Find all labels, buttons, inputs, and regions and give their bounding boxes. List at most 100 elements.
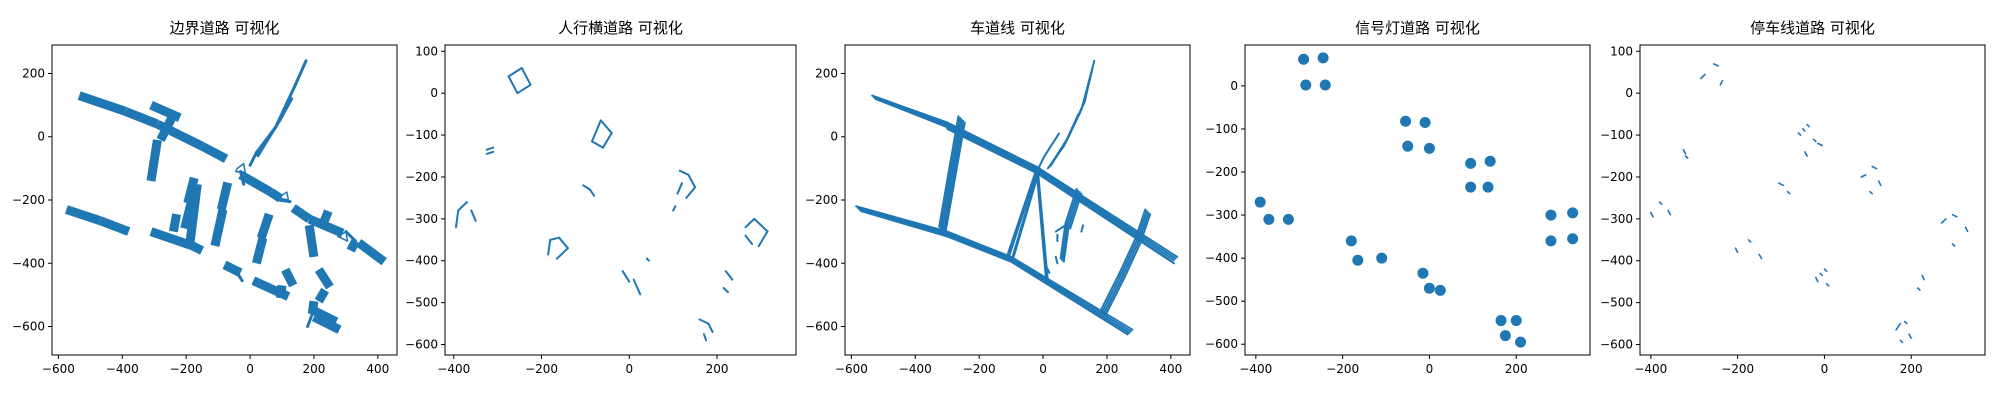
data-point <box>1263 213 1275 225</box>
chart-title: 人行横道路 可视化 <box>558 19 683 37</box>
plot-area <box>1254 52 1579 348</box>
road-segment <box>1801 128 1806 132</box>
y-tick-label: −200 <box>1600 170 1633 184</box>
road-segment <box>1682 148 1687 155</box>
road-segment <box>698 318 710 325</box>
road-segment <box>1823 268 1828 272</box>
road-segment <box>1825 283 1830 287</box>
x-tick-label: 0 <box>1426 362 1434 376</box>
road-segment <box>1804 151 1808 157</box>
road-segment <box>872 96 949 126</box>
road-segment <box>944 121 966 233</box>
data-point <box>1515 336 1527 348</box>
road-segment <box>1871 165 1878 170</box>
road-segment <box>1006 170 1038 262</box>
y-tick-label: −300 <box>1600 212 1633 226</box>
road-segment <box>1964 226 1969 233</box>
road-segment <box>239 170 246 186</box>
road-segment <box>1005 172 1037 260</box>
road-segment <box>678 169 690 176</box>
road-segment <box>744 217 756 229</box>
road-segment <box>555 247 569 260</box>
road-segment <box>1062 113 1080 148</box>
road-segment <box>455 209 460 229</box>
road-segment <box>1080 72 1092 111</box>
y-tick-label: −100 <box>405 128 438 142</box>
road-segment <box>645 257 650 262</box>
road-segment <box>1700 73 1706 80</box>
road-segment <box>1806 123 1810 128</box>
road-segment <box>1121 240 1140 277</box>
road-segment <box>1903 320 1908 325</box>
road-segment <box>293 59 308 88</box>
x-tick-label: −200 <box>170 362 203 376</box>
road-segment <box>558 236 569 250</box>
road-segment <box>1860 174 1867 178</box>
road-segment <box>871 94 949 124</box>
y-tick-label: −100 <box>1600 128 1633 142</box>
road-segment <box>1137 211 1150 243</box>
road-segment <box>307 300 319 315</box>
road-segment <box>602 132 613 149</box>
road-segment <box>588 188 596 197</box>
data-point <box>1423 142 1435 154</box>
road-segment <box>314 287 329 304</box>
x-tick-label: 0 <box>625 362 633 376</box>
road-segment <box>457 201 468 212</box>
road-segment <box>1747 239 1752 243</box>
data-point <box>1434 284 1446 296</box>
x-tick-label: −200 <box>1326 362 1359 376</box>
axes-frame <box>844 44 1191 356</box>
road-segment <box>856 206 949 235</box>
road-segment <box>1043 132 1060 157</box>
x-tick-label: −400 <box>899 362 932 376</box>
road-segment <box>275 284 287 299</box>
x-tick-label: −600 <box>835 362 868 376</box>
data-point <box>1402 140 1414 152</box>
road-segment <box>1066 189 1080 227</box>
y-tick-label: −400 <box>805 256 838 270</box>
y-tick-label: −600 <box>805 320 838 334</box>
road-segment <box>1658 201 1663 205</box>
road-segment <box>1010 255 1134 331</box>
road-segment <box>184 183 202 248</box>
road-segment <box>1035 154 1046 173</box>
road-segment <box>123 107 160 129</box>
road-segment <box>1819 272 1824 277</box>
road-segment <box>1080 224 1084 233</box>
road-segment <box>722 287 729 294</box>
road-segment <box>687 173 697 189</box>
road-segment <box>702 333 708 342</box>
road-segment <box>724 270 734 281</box>
chart-panel-3: 车道线 可视化 −600 −400 −200 0 200 400 −600 −400 −200 0 2… <box>805 19 1191 376</box>
y-tick-label: −200 <box>12 193 45 207</box>
chart-title: 停车线道路 可视化 <box>1750 19 1875 37</box>
chart-panel-1: 边界道路 可视化 −600 −400 −200 0 200 400 −600 −400 −200 0… <box>12 19 398 376</box>
road-segment <box>1650 211 1654 218</box>
road-segment <box>757 230 769 248</box>
road-segment <box>1067 191 1081 228</box>
data-point <box>1345 235 1357 247</box>
road-segment <box>520 67 532 86</box>
road-segment <box>599 119 613 134</box>
road-segment <box>939 116 961 230</box>
chart-panel-2: 人行横道路 可视化 −400 −200 0 200 −600 −500 −400 −300 −20… <box>405 19 797 376</box>
data-point <box>1254 196 1266 208</box>
y-tick-label: −200 <box>805 193 838 207</box>
data-point <box>1482 181 1494 193</box>
road-segment <box>77 91 127 116</box>
x-tick-label: 200 <box>1900 362 1923 376</box>
road-segment <box>317 209 333 229</box>
road-segment <box>938 115 960 228</box>
road-segment <box>1104 276 1126 317</box>
y-tick-label: −500 <box>1205 294 1238 308</box>
road-segment <box>507 75 519 95</box>
y-tick-label: −500 <box>405 296 438 310</box>
y-tick-label: −400 <box>12 256 45 270</box>
x-tick-label: 0 <box>1821 362 1829 376</box>
road-segment <box>314 267 334 290</box>
road-segment <box>1054 255 1059 265</box>
road-segment <box>277 198 292 204</box>
road-segment <box>256 138 270 158</box>
x-tick-label: −400 <box>1634 362 1667 376</box>
